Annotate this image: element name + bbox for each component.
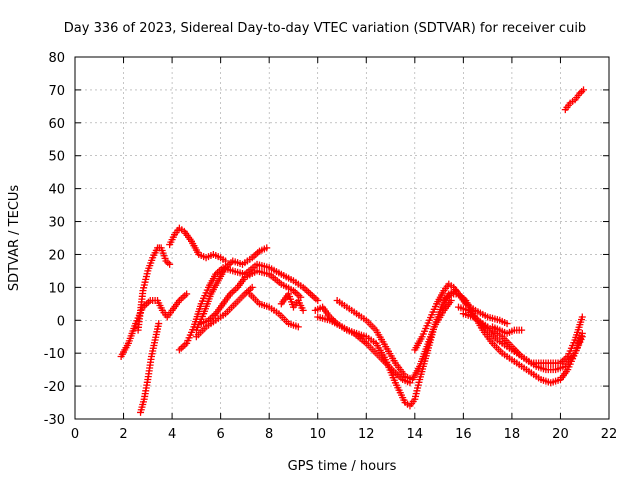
series-arc-6	[192, 244, 271, 334]
data-point-marker	[294, 323, 302, 331]
x-tick-label: 22	[601, 427, 618, 442]
series-arc-5	[175, 260, 322, 354]
series-arc-2	[137, 320, 163, 416]
data-point-marker	[221, 257, 229, 265]
series-arc-19	[561, 86, 588, 114]
series-arc-9	[246, 290, 302, 331]
y-tick-label: -20	[44, 380, 65, 395]
y-tick-label: -30	[44, 413, 65, 428]
data-point-marker	[155, 320, 163, 328]
y-tick-label: 80	[48, 51, 65, 66]
x-tick-label: 4	[168, 427, 176, 442]
x-tick-label: 16	[455, 427, 472, 442]
data-point-marker	[406, 379, 414, 387]
data-point-marker	[314, 297, 322, 305]
x-tick-label: 12	[358, 427, 375, 442]
series-arc-3	[134, 244, 174, 334]
plot-frame	[74, 56, 610, 420]
y-tick-label: 50	[48, 150, 65, 165]
data-point-marker	[503, 320, 511, 328]
x-tick-label: 2	[119, 427, 127, 442]
x-tick-label: 14	[407, 427, 424, 442]
y-tick-label: 40	[48, 183, 65, 198]
y-tick-label: 70	[48, 84, 65, 99]
series-arc-13	[314, 313, 414, 387]
y-tick-label: 10	[48, 281, 65, 296]
data-point-marker	[263, 244, 271, 252]
data-point-marker	[299, 306, 307, 314]
chart-title: Day 336 of 2023, Sidereal Day-to-day VTE…	[64, 21, 586, 36]
series-arc-7	[197, 267, 305, 328]
series-arc-12	[333, 287, 460, 384]
x-tick-label: 20	[552, 427, 569, 442]
data-point-marker	[518, 326, 526, 334]
data-point-marker	[166, 260, 174, 268]
x-tick-label: 18	[504, 427, 521, 442]
x-tick-label: 8	[265, 427, 273, 442]
y-tick-label: 60	[48, 117, 65, 132]
x-tick-label: 6	[216, 427, 224, 442]
y-tick-label: -10	[44, 347, 65, 362]
data-series	[117, 86, 588, 416]
y-tick-label: 0	[57, 314, 65, 329]
data-point-marker	[578, 313, 586, 321]
series-arc-4	[166, 224, 229, 265]
tick-labels: 0 2 4 6 8 10 12 14 16 18 20 22 -30 -20 -10 0 10 20 30 40 50 6…	[44, 51, 618, 442]
x-axis-label: GPS time / hours	[288, 459, 397, 474]
data-point-marker	[580, 86, 588, 94]
x-tick-label: 0	[71, 427, 79, 442]
data-point-marker	[183, 290, 191, 298]
data-point-marker	[248, 283, 256, 291]
y-tick-label: 20	[48, 248, 65, 263]
data-point-marker	[447, 297, 455, 305]
y-tick-label: 30	[48, 216, 65, 231]
x-tick-label: 10	[309, 427, 326, 442]
series-arc-10	[277, 290, 307, 314]
y-axis-label: SDTVAR / TECUs	[7, 185, 22, 292]
data-point-marker	[578, 329, 586, 337]
series-arc-18	[488, 323, 526, 337]
